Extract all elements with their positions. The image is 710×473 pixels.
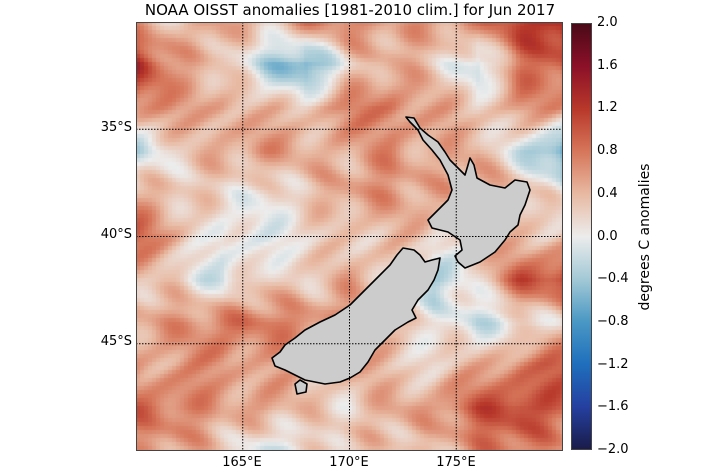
x-tick-label: 165°E — [222, 455, 262, 470]
colorbar-tick-label: −0.4 — [597, 271, 629, 287]
colorbar-tick-label: −1.2 — [597, 356, 629, 372]
y-tick-label: 35°S — [100, 120, 132, 135]
north-island — [405, 116, 531, 269]
y-tick-label: 45°S — [100, 334, 132, 349]
colorbar-tick-label: 1.2 — [597, 100, 618, 116]
south-island — [271, 247, 441, 385]
colorbar-tick-label: 2.0 — [597, 15, 618, 30]
colorbar-label: degrees C anomalies — [637, 163, 653, 311]
map-plot-area — [136, 22, 563, 451]
colorbar-tick-label: 0.0 — [597, 228, 618, 244]
colorbar-tick-label: 0.8 — [597, 143, 618, 159]
colorbar-tick-label: 1.6 — [597, 57, 618, 73]
colorbar-tick-label: 0.4 — [597, 185, 618, 201]
map-overlay — [136, 22, 563, 451]
x-tick-label: 170°E — [329, 455, 369, 470]
colorbar-tick-label: −1.6 — [597, 399, 629, 415]
colorbar-tick-label: −0.8 — [597, 313, 629, 329]
colorbar-tick-label: −2.0 — [597, 442, 629, 457]
y-tick-label: 40°S — [100, 227, 132, 242]
x-tick-label: 175°E — [436, 455, 476, 470]
colorbar — [571, 23, 592, 450]
chart-title: NOAA OISST anomalies [1981-2010 clim.] f… — [144, 1, 556, 19]
graticule — [136, 22, 563, 451]
map-frame — [136, 22, 563, 451]
stewart-island — [294, 379, 308, 395]
